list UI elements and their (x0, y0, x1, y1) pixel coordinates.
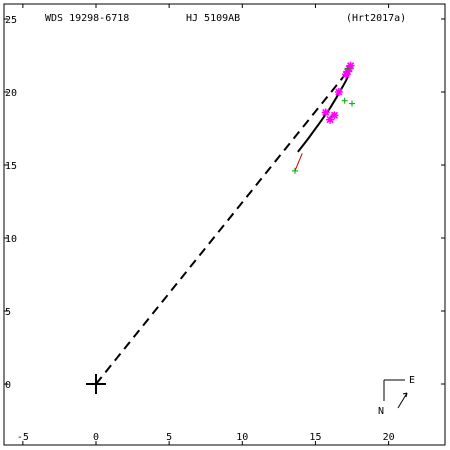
micrometer-observation (349, 100, 356, 107)
compass-north-label: N (378, 406, 384, 417)
speckle-observation (334, 88, 343, 96)
micrometer-observation (344, 65, 351, 72)
y-tick-label: 25 (5, 15, 17, 26)
orbit-fit-arc (297, 72, 351, 153)
reference-code: (Hrt2017a) (346, 13, 406, 24)
micrometer-observation (291, 167, 298, 174)
compass-arrow-head-b (405, 392, 408, 398)
y-axis-ticks: 0 5 10 15 20 25 (4, 15, 445, 391)
wds-designation: WDS 19298-6718 (45, 13, 129, 24)
speckle-observation (321, 108, 330, 117)
y-tick-label: 20 (5, 88, 17, 99)
x-tick-label: 5 (166, 432, 172, 443)
x-tick-label: 20 (383, 432, 395, 443)
star-name: HJ 5109AB (186, 13, 240, 24)
x-axis-ticks: -5 0 5 10 15 20 (17, 4, 395, 445)
primary-star-marker (86, 374, 106, 394)
y-tick-label: 10 (5, 234, 17, 245)
x-tick-label: -5 (17, 432, 29, 443)
x-tick-label: 15 (309, 432, 321, 443)
y-tick-label: 0 (5, 380, 11, 391)
residual-line (294, 153, 303, 172)
x-tick-label: 10 (236, 432, 248, 443)
speckle-observation (346, 61, 355, 70)
compass-motion-arrow (397, 392, 408, 409)
plot-frame (3, 3, 446, 446)
speckle-observation (326, 115, 335, 124)
compass-arrow-head-a (402, 392, 408, 395)
compass-rose: E N (378, 375, 415, 417)
speckle-observation (330, 111, 339, 120)
y-tick-label: 5 (5, 307, 11, 318)
compass-east-label: E (409, 375, 415, 386)
line-of-nodes (95, 70, 349, 385)
y-tick-label: 15 (5, 161, 17, 172)
data-layer (86, 61, 356, 394)
speckle-observation (342, 70, 351, 79)
x-tick-label: 0 (93, 432, 99, 443)
micrometer-observation (341, 97, 348, 104)
